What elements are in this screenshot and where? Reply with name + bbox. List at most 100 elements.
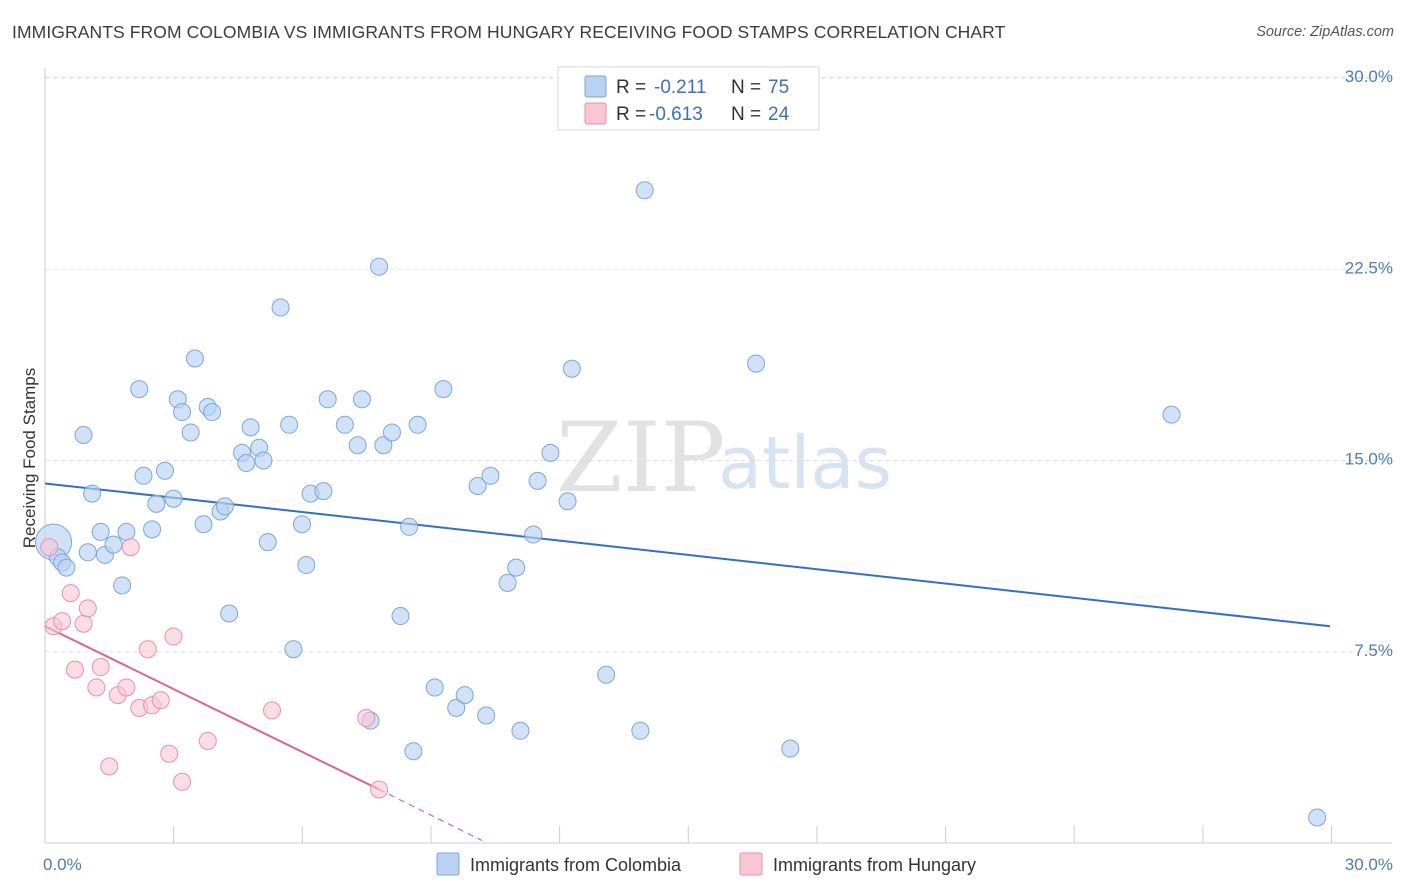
point-colombia xyxy=(558,492,577,511)
bottom-legend-label-hungary: Immigrants from Hungary xyxy=(773,855,976,875)
point-hungary xyxy=(65,660,84,679)
point-hungary xyxy=(173,772,192,791)
trend-line-hungary xyxy=(44,625,380,791)
y-tick-label: 7.5% xyxy=(1354,641,1393,660)
point-colombia xyxy=(781,739,800,758)
point-colombia xyxy=(1308,808,1327,827)
point-colombia xyxy=(404,742,423,761)
point-colombia xyxy=(293,515,311,534)
y-tick-label: 30.0% xyxy=(1345,67,1393,86)
point-colombia xyxy=(271,298,290,317)
point-colombia xyxy=(104,535,123,554)
point-colombia xyxy=(143,520,162,539)
point-colombia xyxy=(507,558,526,577)
y-tick-labels: 7.5% 15.0% 22.5% 30.0% xyxy=(1345,67,1393,660)
point-colombia xyxy=(181,423,200,442)
point-colombia xyxy=(528,471,547,490)
point-colombia xyxy=(164,489,183,508)
y-tick-label: 22.5% xyxy=(1345,258,1393,277)
trend-line-colombia xyxy=(44,482,1331,628)
legend-swatch-hungary xyxy=(584,102,607,125)
point-colombia xyxy=(481,466,500,485)
point-hungary xyxy=(40,538,59,557)
axes xyxy=(44,68,1392,844)
x-tick-label: 0.0% xyxy=(43,855,82,874)
point-colombia xyxy=(631,721,650,740)
point-colombia xyxy=(541,443,560,462)
point-colombia xyxy=(117,522,136,541)
point-colombia xyxy=(468,477,487,495)
point-colombia xyxy=(511,721,530,740)
point-colombia xyxy=(237,454,256,473)
point-colombia xyxy=(203,403,222,422)
point-hungary xyxy=(117,678,136,697)
point-hungary xyxy=(100,757,119,776)
point-colombia xyxy=(425,678,444,697)
legend-box: R = -0.211 N = 75 R = -0.613 N = 24 xyxy=(557,66,820,131)
point-colombia xyxy=(400,517,419,536)
bottom-legend-label-colombia: Immigrants from Colombia xyxy=(470,855,682,875)
point-colombia xyxy=(258,533,277,552)
point-colombia xyxy=(220,604,239,623)
point-colombia xyxy=(747,354,766,373)
point-colombia xyxy=(408,415,427,434)
point-hungary xyxy=(164,627,183,646)
legend-n-label-colombia: N = xyxy=(731,77,761,98)
point-hungary xyxy=(357,709,376,728)
point-colombia xyxy=(477,706,496,725)
point-colombia xyxy=(318,390,337,409)
point-hungary xyxy=(78,599,97,618)
point-colombia xyxy=(335,415,354,434)
point-colombia xyxy=(134,466,153,485)
source-label: Source: ZipAtlas.com xyxy=(1256,24,1394,40)
point-colombia xyxy=(78,543,97,562)
point-hungary xyxy=(151,691,170,710)
point-colombia xyxy=(1162,405,1181,424)
point-colombia xyxy=(113,576,132,595)
point-colombia xyxy=(185,349,204,368)
legend-n-value-hungary: 24 xyxy=(768,104,790,125)
point-colombia xyxy=(280,415,299,434)
trend-line-hungary-extension xyxy=(378,788,483,841)
point-colombia xyxy=(382,423,401,442)
point-colombia xyxy=(297,556,316,575)
point-colombia xyxy=(434,380,453,399)
point-hungary xyxy=(160,744,179,763)
watermark-zip: ZIP xyxy=(556,402,725,514)
y-tick-label: 15.0% xyxy=(1345,450,1393,469)
legend-r-value-hungary: -0.613 xyxy=(649,104,703,125)
legend-r-label-hungary: R = xyxy=(616,104,646,125)
point-hungary xyxy=(370,780,389,799)
point-hungary xyxy=(121,538,140,557)
point-colombia xyxy=(130,380,149,399)
point-colombia xyxy=(374,436,393,455)
point-colombia xyxy=(597,665,616,684)
point-colombia xyxy=(147,494,166,513)
point-colombia xyxy=(455,686,474,705)
point-hungary xyxy=(138,640,157,659)
point-colombia xyxy=(635,181,654,200)
gridlines xyxy=(45,77,1392,653)
point-hungary xyxy=(91,658,110,677)
point-colombia xyxy=(83,484,102,503)
series-hungary-points xyxy=(40,538,389,799)
point-colombia xyxy=(284,640,303,659)
point-colombia xyxy=(370,257,389,276)
legend-n-label-hungary: N = xyxy=(731,104,761,125)
point-hungary xyxy=(74,614,93,633)
point-colombia xyxy=(241,418,260,437)
watermark-atlas: atlas xyxy=(718,421,892,505)
point-colombia xyxy=(498,573,517,592)
point-colombia xyxy=(74,426,93,444)
point-colombia xyxy=(254,451,273,470)
bottom-legend-swatch-colombia xyxy=(436,852,460,876)
legend-r-value-colombia: -0.211 xyxy=(654,77,706,98)
x-tick-label: 30.0% xyxy=(1345,855,1393,874)
point-colombia xyxy=(57,558,76,577)
y-axis-label: Receiving Food Stamps xyxy=(20,368,39,548)
watermark: ZIP atlas xyxy=(556,402,892,514)
point-colombia xyxy=(91,522,110,541)
point-hungary xyxy=(61,584,80,603)
trend-lines xyxy=(44,482,1331,841)
